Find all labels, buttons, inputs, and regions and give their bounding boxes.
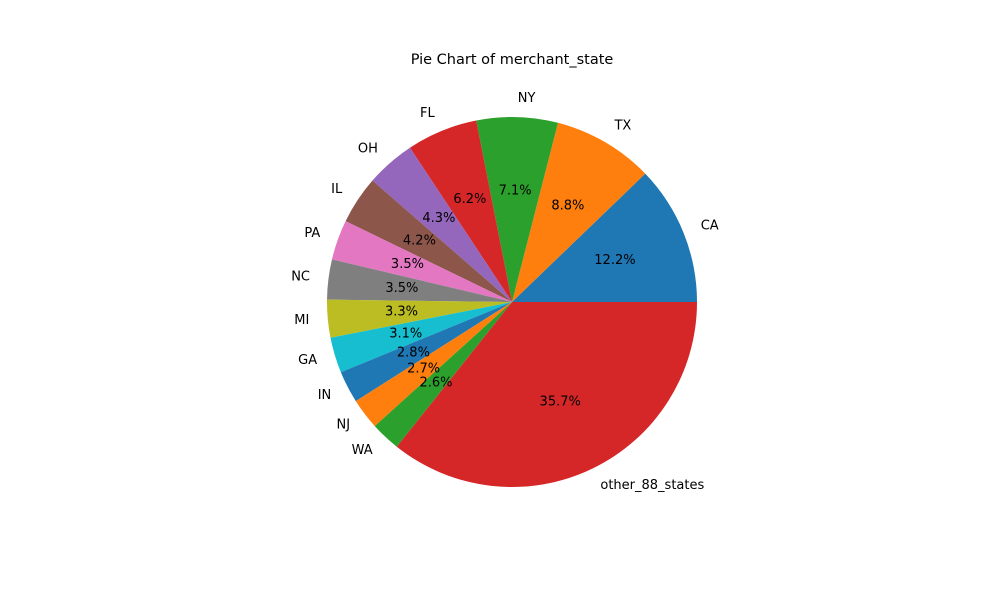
pie-slice-other-88-states (396, 302, 697, 487)
pie-slice-fl (409, 120, 512, 302)
percent-label-in: 2.8% (397, 346, 430, 361)
pie-slice-nc (327, 259, 512, 302)
pie-slice-ny (476, 117, 559, 303)
slice-label-wa: WA (352, 443, 373, 458)
slice-label-nj: NJ (336, 418, 350, 433)
percent-label-nc: 3.5% (385, 281, 418, 296)
pie-slice-pa (331, 221, 512, 302)
slice-label-il: IL (331, 182, 343, 197)
slice-label-ny: NY (518, 91, 536, 106)
chart-title: Pie Chart of merchant_state (411, 52, 614, 68)
percent-label-ca: 12.2% (594, 253, 635, 268)
slice-label-in: IN (318, 388, 332, 403)
slice-label-fl: FL (420, 106, 435, 121)
percent-label-other-88-states: 35.7% (540, 394, 581, 409)
percent-label-il: 4.2% (403, 233, 436, 248)
pie-slice-nj (355, 302, 512, 427)
slice-label-other-88-states: other_88_states (600, 478, 704, 493)
pie-slices (327, 117, 697, 487)
percent-label-nj: 2.7% (407, 362, 440, 377)
pie-slice-tx (512, 122, 646, 302)
pie-slice-mi (327, 299, 512, 338)
percent-label-wa: 2.6% (419, 375, 452, 390)
slice-label-pa: PA (304, 226, 320, 241)
slice-label-ca: CA (701, 218, 719, 233)
percent-label-tx: 8.8% (551, 199, 584, 214)
percent-label-ny: 7.1% (499, 184, 532, 199)
pie-slice-oh (372, 147, 512, 302)
percent-label-oh: 4.3% (422, 211, 455, 226)
pie-slice-in (340, 302, 512, 402)
pie-slice-il (345, 180, 512, 302)
percent-label-ga: 3.1% (389, 326, 422, 341)
slice-label-nc: NC (291, 270, 310, 285)
slice-label-mi: MI (294, 313, 309, 328)
slice-label-tx: TX (613, 119, 631, 134)
percent-label-pa: 3.5% (391, 257, 424, 272)
percent-label-fl: 6.2% (453, 192, 486, 207)
pie-slice-ca (512, 173, 697, 302)
slice-label-ga: GA (298, 353, 317, 368)
percent-label-mi: 3.3% (385, 305, 418, 320)
pie-slice-ga (330, 302, 512, 373)
slice-label-oh: OH (358, 141, 378, 156)
percent-labels: 12.2% 8.8% 7.1% 6.2% 4.3% 4.2% 3.5% 3.5% 3.3% 3.1… (385, 184, 636, 410)
pie-slice-wa (374, 302, 512, 447)
